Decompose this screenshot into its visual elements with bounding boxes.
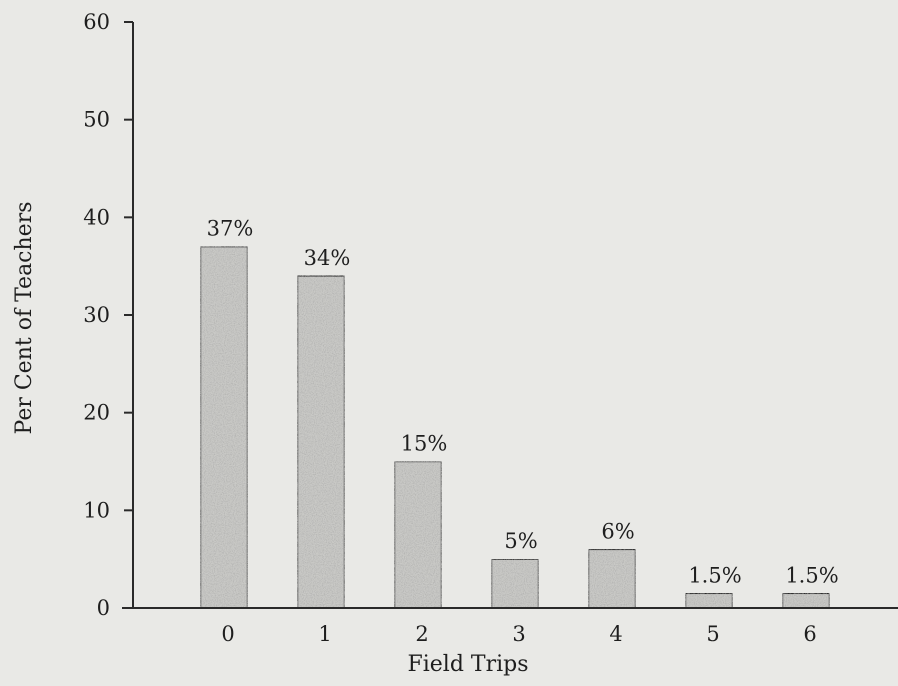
x-tick-label-0: 0 xyxy=(221,622,234,646)
bar-5 xyxy=(684,592,734,609)
x-tick-label-1: 1 xyxy=(318,622,331,646)
y-tick-label-30: 30 xyxy=(83,303,110,327)
bar-value-label-2: 15% xyxy=(401,432,448,456)
x-tick-label-2: 2 xyxy=(415,622,428,646)
bar-4 xyxy=(587,548,637,609)
y-ticks-layer: 0 10 20 30 40 50 60 xyxy=(83,10,133,620)
bar-value-label-0: 37% xyxy=(207,217,254,241)
bar-value-label-1: 34% xyxy=(304,246,351,270)
x-tick-label-4: 4 xyxy=(609,622,622,646)
bar-3 xyxy=(490,558,540,609)
bar-value-label-4: 6% xyxy=(601,519,634,543)
bar-1 xyxy=(296,275,346,609)
y-tick-label-20: 20 xyxy=(83,401,110,425)
x-tick-label-6: 6 xyxy=(803,622,816,646)
bar-0 xyxy=(199,245,249,609)
y-tick-label-60: 60 xyxy=(83,10,110,34)
y-tick-label-40: 40 xyxy=(83,205,110,229)
y-tick-label-0: 0 xyxy=(97,596,110,620)
bar-value-label-5: 1.5% xyxy=(688,563,741,587)
x-tick-label-3: 3 xyxy=(512,622,525,646)
bar-value-label-6: 1.5% xyxy=(785,563,838,587)
x-ticks-layer: 0 1 2 3 4 5 6 xyxy=(221,622,816,646)
y-tick-label-10: 10 xyxy=(83,498,110,522)
bar-6 xyxy=(781,592,831,609)
bar-2 xyxy=(393,460,443,609)
value-labels-layer: 37% 34% 15% 5% 6% 1.5% 1.5% xyxy=(207,217,839,588)
y-axis-title: Per Cent of Teachers xyxy=(12,202,37,435)
x-axis-title: Field Trips xyxy=(407,652,528,677)
bars-layer xyxy=(199,245,831,609)
x-tick-label-5: 5 xyxy=(706,622,719,646)
bar-value-label-3: 5% xyxy=(504,529,537,553)
y-tick-label-50: 50 xyxy=(83,108,110,132)
